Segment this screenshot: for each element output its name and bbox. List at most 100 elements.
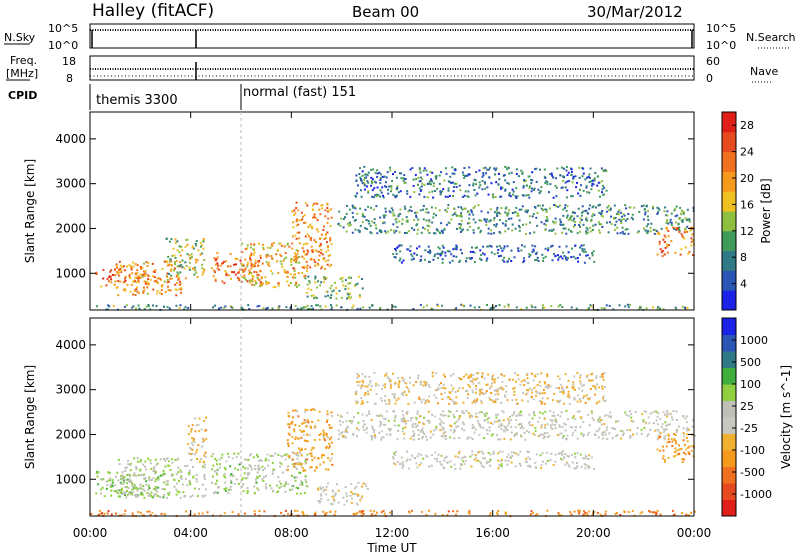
velocity-cell: [412, 438, 415, 441]
power-cell: [399, 250, 402, 253]
power-cell: [439, 193, 442, 196]
power-cell: [219, 264, 222, 267]
x-tick-label: 16:00: [475, 526, 510, 540]
velocity-cell: [629, 410, 631, 413]
velocity-cell: [645, 422, 648, 425]
power-cell: [323, 277, 325, 280]
velocity-cell: [453, 402, 456, 405]
velocity-cell: [685, 448, 688, 451]
power-cell: [391, 209, 394, 212]
power-cell: [474, 179, 477, 182]
power-cell: [506, 168, 509, 171]
velocity-cell: [421, 429, 424, 431]
velocity-cell: [150, 479, 153, 481]
velocity-cell: [609, 411, 612, 414]
velocity-cell: [265, 486, 267, 489]
power-cell: [312, 294, 315, 297]
velocity-cell: [279, 461, 282, 464]
velocity-cell: [148, 510, 151, 513]
velocity-cell: [409, 458, 412, 461]
velocity-cell: [470, 373, 472, 376]
velocity-cell: [387, 419, 390, 422]
power-cell: [428, 219, 431, 222]
velocity-cell: [292, 465, 295, 468]
power-cell: [309, 258, 312, 261]
velocity-cell: [195, 473, 198, 476]
velocity-cell: [482, 393, 485, 395]
power-cell: [432, 258, 435, 261]
power-cell: [243, 277, 246, 280]
velocity-cell: [476, 377, 479, 380]
power-cell: [681, 220, 684, 223]
power-cell: [544, 255, 547, 258]
velocity-cell: [437, 387, 440, 390]
power-cell: [176, 240, 179, 243]
power-cell: [468, 257, 471, 260]
velocity-cell: [536, 392, 539, 395]
velocity-cell: [109, 483, 112, 486]
velocity-cell: [184, 478, 187, 480]
power-cell: [490, 251, 493, 254]
power-cell: [327, 259, 330, 262]
velocity-cell: [223, 474, 226, 477]
power-cell: [277, 271, 280, 274]
velocity-cell: [686, 421, 688, 424]
power-cell: [644, 213, 647, 216]
velocity-cell: [494, 389, 496, 392]
power-cell: [246, 280, 249, 283]
velocity-cell: [294, 509, 297, 512]
velocity-cell: [453, 428, 456, 431]
velocity-cell: [120, 477, 123, 480]
power-cell: [395, 221, 398, 224]
velocity-cell: [284, 490, 287, 493]
power-cell: [131, 306, 134, 309]
velocity-cell: [378, 425, 381, 428]
power-cell: [517, 175, 520, 178]
power-cell: [115, 263, 118, 266]
power-cell: [236, 276, 239, 279]
power-cell: [394, 256, 397, 259]
power-cell: [399, 208, 402, 211]
velocity-cell: [218, 458, 221, 461]
velocity-cell: [284, 483, 287, 485]
velocity-cell: [531, 417, 534, 420]
velocity-cell: [376, 511, 378, 514]
velocity-cell: [129, 469, 132, 472]
power-cell: [246, 247, 249, 250]
power-cell: [338, 210, 341, 213]
velocity-cell: [603, 423, 606, 425]
velocity-cell: [504, 394, 507, 397]
power-cell: [135, 286, 138, 289]
velocity-cell: [147, 484, 150, 487]
velocity-cell: [506, 399, 509, 402]
cpid-segment-normal: normal (fast) 151: [243, 85, 356, 100]
power-cell: [304, 274, 307, 277]
power-cell: [551, 244, 554, 247]
velocity-cell: [362, 425, 365, 428]
power-cell: [160, 293, 163, 296]
power-cell: [383, 221, 386, 224]
power-cell: [135, 276, 138, 279]
power-cell: [137, 304, 140, 307]
velocity-cell: [227, 488, 230, 491]
velocity-cell: [345, 436, 347, 439]
velocity-cell: [346, 495, 349, 498]
velocity-cell: [231, 511, 234, 514]
velocity-cell: [442, 410, 445, 413]
power-cell: [517, 250, 520, 252]
velocity-cell: [143, 496, 146, 499]
velocity-cell: [418, 464, 421, 467]
velocity-cell: [333, 513, 336, 516]
velocity-cell: [192, 476, 195, 479]
velocity-cell: [224, 468, 227, 471]
velocity-cell: [684, 444, 686, 447]
velocity-cell: [590, 456, 593, 459]
power-cell: [493, 216, 496, 219]
velocity-cell: [387, 399, 390, 401]
velocity-cell: [361, 400, 364, 403]
velocity-cell: [244, 467, 247, 470]
velocity-cell: [475, 378, 478, 381]
velocity-cell: [320, 494, 323, 497]
velocity-cell: [560, 432, 563, 435]
velocity-cell: [558, 433, 561, 436]
